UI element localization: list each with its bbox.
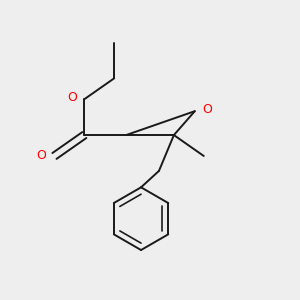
- Text: O: O: [202, 103, 212, 116]
- Text: O: O: [67, 91, 77, 104]
- Text: O: O: [36, 149, 46, 163]
